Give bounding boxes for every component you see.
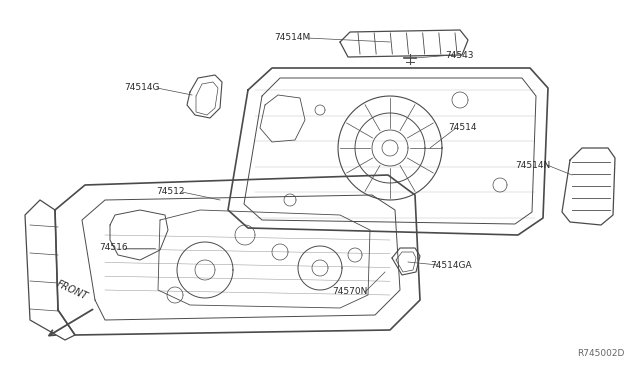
Text: FRONT: FRONT: [55, 279, 89, 302]
Text: 74570N: 74570N: [333, 288, 368, 296]
Text: 74514: 74514: [448, 124, 477, 132]
Text: 74512: 74512: [157, 187, 185, 196]
Text: 74514M: 74514M: [274, 33, 310, 42]
Text: 74514GA: 74514GA: [430, 260, 472, 269]
Text: 74514G: 74514G: [125, 83, 160, 93]
Text: 74543: 74543: [445, 51, 474, 60]
Text: 74514N: 74514N: [515, 160, 550, 170]
Text: R745002D: R745002D: [578, 349, 625, 358]
Text: 74516: 74516: [99, 244, 128, 253]
